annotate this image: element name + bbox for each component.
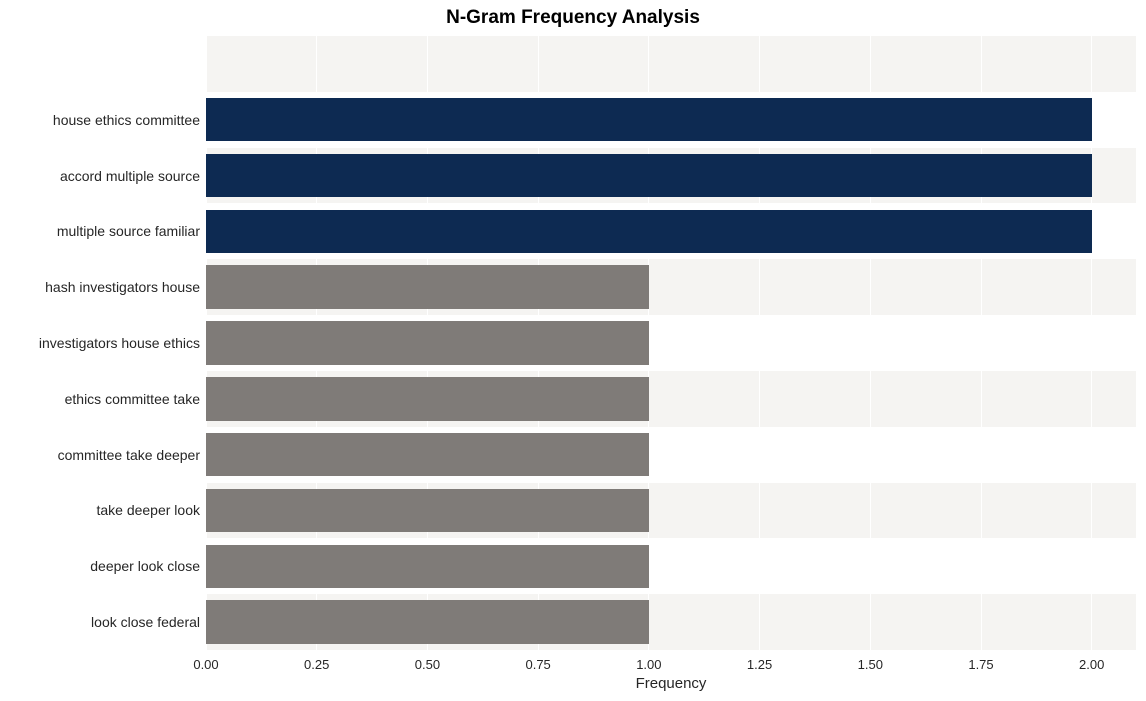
y-tick-label: look close federal bbox=[91, 614, 206, 630]
y-tick-label: take deeper look bbox=[96, 502, 206, 518]
x-axis-title: Frequency bbox=[206, 675, 1136, 692]
x-tick-label: 0.50 bbox=[415, 657, 440, 672]
x-tick-label: 0.75 bbox=[525, 657, 550, 672]
bar bbox=[206, 265, 649, 309]
x-tick-label: 1.25 bbox=[747, 657, 772, 672]
y-tick-label: deeper look close bbox=[90, 558, 206, 574]
chart-container: N-Gram Frequency Analysis house ethics c… bbox=[0, 0, 1146, 701]
y-tick-label: accord multiple source bbox=[60, 168, 206, 184]
bar bbox=[206, 377, 649, 421]
bar bbox=[206, 489, 649, 533]
x-tick-label: 0.00 bbox=[193, 657, 218, 672]
chart-title: N-Gram Frequency Analysis bbox=[0, 7, 1146, 29]
bar bbox=[206, 600, 649, 644]
bar bbox=[206, 433, 649, 477]
bar bbox=[206, 98, 1092, 142]
y-tick-label: multiple source familiar bbox=[57, 223, 206, 239]
plot-band bbox=[206, 36, 1136, 92]
y-tick-label: house ethics committee bbox=[53, 112, 206, 128]
y-tick-label: committee take deeper bbox=[58, 447, 206, 463]
x-tick-label: 0.25 bbox=[304, 657, 329, 672]
y-tick-label: hash investigators house bbox=[45, 279, 206, 295]
y-tick-label: ethics committee take bbox=[65, 391, 206, 407]
x-tick-label: 2.00 bbox=[1079, 657, 1104, 672]
x-tick-label: 1.50 bbox=[858, 657, 883, 672]
plot-area: house ethics committeeaccord multiple so… bbox=[206, 36, 1136, 650]
bar bbox=[206, 154, 1092, 198]
bar bbox=[206, 321, 649, 365]
bar bbox=[206, 210, 1092, 254]
bar bbox=[206, 545, 649, 589]
y-tick-label: investigators house ethics bbox=[39, 335, 206, 351]
x-tick-label: 1.75 bbox=[968, 657, 993, 672]
x-tick-label: 1.00 bbox=[636, 657, 661, 672]
